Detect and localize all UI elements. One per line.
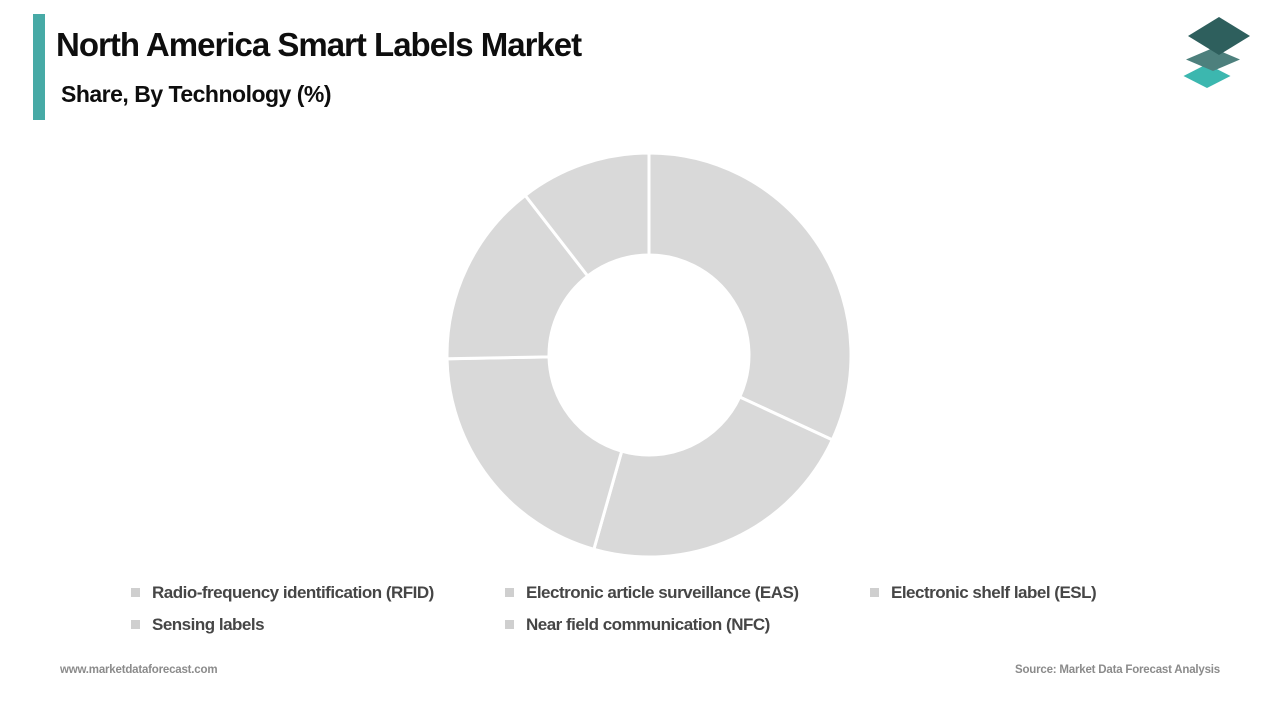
legend-label: Near field communication (NFC) xyxy=(526,614,770,634)
chart-legend: Radio-frequency identification (RFID) Ele… xyxy=(131,583,1230,634)
legend-label: Radio-frequency identification (RFID) xyxy=(152,582,434,602)
legend-item-1: Electronic article surveillance (EAS) xyxy=(505,583,870,602)
donut-segment-4 xyxy=(523,151,651,279)
legend-item-0: Radio-frequency identification (RFID) xyxy=(131,583,505,602)
donut-segment-1 xyxy=(592,395,835,559)
source-text: Source: Market Data Forecast Analysis xyxy=(1014,664,1220,676)
brand-logo xyxy=(1183,17,1250,88)
legend-marker-icon xyxy=(131,588,140,597)
legend-marker-icon xyxy=(131,620,140,629)
page-title: North America Smart Labels Market xyxy=(56,26,582,63)
legend-item-3: Sensing labels xyxy=(131,615,505,634)
donut-segment-2 xyxy=(445,355,624,552)
website-text: www.marketdataforecast.com xyxy=(60,664,218,676)
legend-item-2: Electronic shelf label (ESL) xyxy=(870,583,1230,602)
legend-label: Electronic article surveillance (EAS) xyxy=(526,582,799,602)
legend-marker-icon xyxy=(505,620,514,629)
legend-marker-icon xyxy=(505,588,514,597)
legend-label: Sensing labels xyxy=(152,614,265,634)
title-accent-bar xyxy=(33,14,45,120)
legend-label: Electronic shelf label (ESL) xyxy=(891,582,1097,602)
logo-layer-middle xyxy=(1186,48,1240,71)
logo-layer-top xyxy=(1188,17,1250,55)
legend-item-4: Near field communication (NFC) xyxy=(505,615,870,634)
logo-layer-bottom xyxy=(1183,64,1231,88)
donut-segment-0 xyxy=(647,151,853,442)
legend-marker-icon xyxy=(870,588,879,597)
page-subtitle: Share, By Technology (%) xyxy=(61,81,332,107)
layered-diamonds-icon xyxy=(1183,17,1250,88)
donut-chart-svg xyxy=(445,151,853,559)
